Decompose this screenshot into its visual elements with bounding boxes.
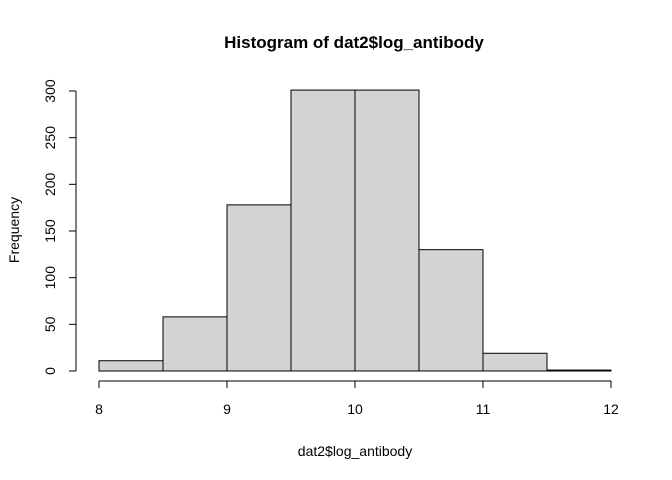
histogram-bar-5 — [354, 89, 420, 372]
y-tick-label: 100 — [42, 266, 58, 290]
histogram-bar-3 — [226, 204, 292, 372]
x-tick-label: 12 — [603, 401, 619, 417]
histogram-bar-1 — [98, 360, 164, 372]
histogram-bar-7 — [482, 352, 548, 372]
y-tick-label: 300 — [42, 79, 58, 103]
x-tick-label: 11 — [476, 401, 491, 417]
y-axis-label: Frequency — [6, 197, 22, 263]
y-tick-label: 250 — [42, 126, 58, 150]
y-tick-label: 0 — [42, 367, 58, 375]
histogram-bar-8 — [546, 369, 612, 372]
x-tick-label: 10 — [347, 401, 363, 417]
histogram-bar-6 — [418, 249, 484, 372]
histogram-bar-4 — [290, 89, 356, 372]
x-tick-label: 9 — [223, 401, 231, 417]
chart-title: Histogram of dat2$log_antibody — [224, 33, 484, 52]
histogram-bar-2 — [162, 316, 228, 372]
y-tick-label: 50 — [42, 316, 58, 332]
x-axis: 8 9 10 11 12 — [95, 380, 619, 417]
y-axis: 0 50 100 150 200 250 300 — [42, 79, 77, 375]
x-tick-label: 8 — [95, 401, 103, 417]
bars-group — [98, 89, 612, 372]
x-axis-label: dat2$log_antibody — [298, 443, 412, 459]
y-tick-label: 200 — [42, 172, 58, 196]
y-tick-label: 150 — [42, 219, 58, 243]
